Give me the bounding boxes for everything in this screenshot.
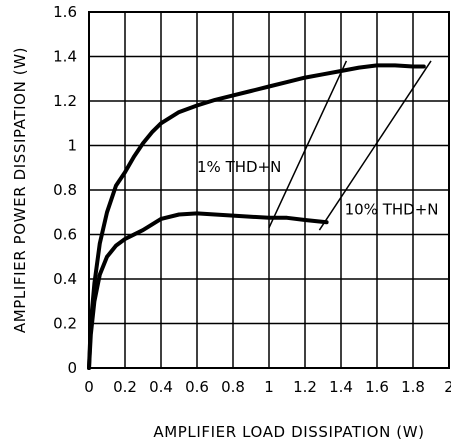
x-tick-label: 1.2 <box>293 378 317 396</box>
series-line-2 <box>87 63 426 370</box>
x-tick-label: 2 <box>444 378 451 396</box>
y-tick-label: 0.8 <box>53 181 77 199</box>
series-line-1 <box>87 211 329 370</box>
y-tick-label: 0.2 <box>53 315 77 333</box>
y-tick-label: 1 <box>67 137 77 155</box>
plot-area-border <box>88 11 450 369</box>
series-lines <box>87 63 426 370</box>
annotation-label: 10% THD+N <box>345 200 439 218</box>
y-tick-label: 0.4 <box>53 270 77 288</box>
y-tick-label: 1.6 <box>53 3 77 21</box>
annotations: 1% THD+N 10% THD+N <box>197 60 439 231</box>
x-tick-label: 0.6 <box>185 378 209 396</box>
x-tick-label: 0.4 <box>149 378 173 396</box>
y-tick-label: 1.2 <box>53 92 77 110</box>
x-tick-label: 1.6 <box>365 378 389 396</box>
y-tick-labels: 0 0.2 0.4 0.6 0.8 1 1.2 1.4 1.6 <box>53 3 77 377</box>
x-tick-labels: 0 0.2 0.4 0.6 0.8 1 1.2 1.4 1.6 1.8 2 <box>84 378 451 396</box>
y-tick-label: 0 <box>67 359 77 377</box>
x-tick-label: 0.8 <box>221 378 245 396</box>
annotation-label: 1% THD+N <box>197 158 281 176</box>
x-tick-label: 1 <box>264 378 274 396</box>
x-tick-label: 1.8 <box>401 378 425 396</box>
x-tick-label: 0.2 <box>113 378 137 396</box>
x-axis-label: AMPLIFIER LOAD DISSIPATION (W) <box>153 423 424 441</box>
x-tick-label: 0 <box>84 378 94 396</box>
x-tick-label: 1.4 <box>329 378 353 396</box>
annotation-leader-line <box>318 60 432 231</box>
y-tick-label: 0.6 <box>53 226 77 244</box>
y-tick-label: 1.4 <box>53 48 77 66</box>
annotation-leader-line <box>268 60 348 229</box>
y-axis-label: AMPLIFIER POWER DISSIPATION (W) <box>11 47 29 333</box>
grid <box>89 12 449 368</box>
